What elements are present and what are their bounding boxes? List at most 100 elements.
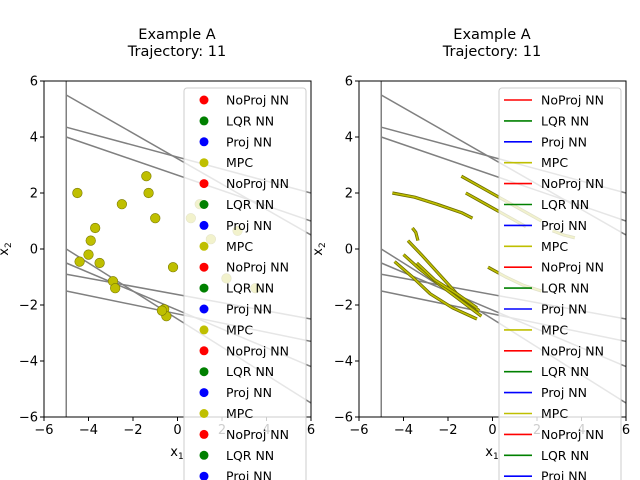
x-tick-label: −2: [438, 423, 457, 438]
trajectory-line: [394, 260, 478, 320]
legend-marker: [199, 388, 209, 398]
legend-label: LQR NN: [226, 364, 274, 379]
legend-label: MPC: [226, 155, 253, 170]
y-tick-label: 6: [30, 75, 38, 90]
legend-label: Proj NN: [541, 134, 587, 149]
legend-marker: [199, 158, 209, 168]
legend-marker: [199, 116, 209, 126]
y-tick-label: 0: [30, 243, 38, 258]
y-tick-label: 2: [345, 187, 353, 202]
scatter-point: [156, 305, 168, 316]
right-title-line2: Trajectory: 11: [442, 44, 541, 60]
legend-label: NoProj NN: [226, 427, 289, 442]
legend-label: LQR NN: [541, 197, 589, 212]
legend-marker: [199, 409, 209, 418]
left-ylabel: x2: [0, 242, 14, 255]
scatter-point: [143, 187, 154, 199]
legend-label: NoProj NN: [226, 343, 289, 358]
y-tick-label: −6: [19, 411, 38, 426]
legend-label: LQR NN: [226, 281, 274, 296]
x-tick-label: 6: [622, 423, 630, 438]
legend-marker: [199, 262, 209, 272]
y-tick-label: 0: [345, 243, 353, 258]
left-title-line2: Trajectory: 11: [127, 44, 226, 60]
legend-marker: [199, 471, 209, 480]
x-tick-label: 6: [307, 423, 315, 438]
legend-label: NoProj NN: [541, 427, 604, 442]
legend-marker: [199, 220, 209, 230]
y-tick-label: 4: [30, 131, 38, 146]
y-tick-label: −2: [19, 299, 38, 314]
legend-label: MPC: [541, 322, 568, 337]
y-tick-label: −4: [334, 355, 353, 370]
trajectory-line: [411, 227, 419, 241]
scatter-point: [85, 235, 96, 246]
right-title-line1: Example A: [453, 27, 531, 43]
legend-label: NoProj NN: [541, 93, 604, 108]
legend-label: Proj NN: [541, 302, 587, 317]
legend-marker: [199, 95, 209, 105]
legend-label: LQR NN: [541, 113, 589, 128]
left-legend: NoProj NN LQR NN Proj NN MPC NoProj NN LQR NN…: [183, 87, 307, 480]
legend-box: [498, 87, 622, 480]
legend-marker: [199, 450, 209, 460]
legend-label: Proj NN: [541, 218, 587, 233]
trajectory-line: [416, 262, 478, 309]
legend-label: LQR NN: [541, 448, 589, 463]
subplot-right: Example A Trajectory: 11 −6 −4 −2 0 2 4 6 −6 −4 −…: [311, 27, 630, 480]
scatter-point: [74, 256, 85, 267]
scatter-point: [110, 283, 121, 294]
legend-label: MPC: [541, 155, 568, 170]
legend-label: MPC: [226, 239, 253, 254]
legend-marker: [199, 304, 209, 314]
scatter-point: [72, 187, 83, 199]
trajectory-line-shadow: [392, 191, 474, 220]
y-tick-label: 2: [30, 187, 38, 202]
right-legend: NoProj NN LQR NN Proj NN MPC NoProj NN LQR NN…: [498, 87, 622, 480]
legend-marker: [199, 346, 209, 356]
legend-label: LQR NN: [226, 113, 274, 128]
legend-label: Proj NN: [226, 134, 272, 149]
scatter-point: [83, 249, 94, 260]
legend-label: Proj NN: [226, 302, 272, 317]
left-title-line1: Example A: [138, 27, 216, 43]
legend-marker: [199, 179, 209, 189]
right-ylabel: x2: [311, 242, 328, 255]
subplot-left: Example A Trajectory: 11 −6 −4 −2 0 2 4 6 −6 −4 −…: [0, 27, 315, 480]
scatter-point: [167, 262, 179, 273]
left-xlabel: x1: [170, 445, 183, 462]
legend-marker: [199, 429, 209, 439]
legend-label: NoProj NN: [541, 176, 604, 191]
legend-box: [183, 87, 307, 480]
legend-label: NoProj NN: [226, 176, 289, 191]
x-tick-label: 0: [488, 423, 496, 438]
scatter-point: [150, 213, 161, 224]
scatter-point: [116, 199, 127, 210]
x-tick-label: −6: [34, 423, 53, 438]
legend-marker: [199, 137, 209, 147]
legend-label: NoProj NN: [226, 93, 289, 108]
legend-label: Proj NN: [541, 385, 587, 400]
y-tick-label: −2: [334, 299, 353, 314]
legend-marker: [199, 200, 209, 209]
legend-label: NoProj NN: [541, 343, 604, 358]
legend-label: LQR NN: [541, 281, 589, 296]
legend-label: Proj NN: [226, 469, 272, 480]
legend-label: NoProj NN: [226, 260, 289, 275]
y-tick-label: 6: [345, 75, 353, 90]
y-tick-label: −6: [334, 411, 353, 426]
legend-label: LQR NN: [226, 197, 274, 212]
legend-marker: [199, 367, 209, 377]
scatter-point: [141, 171, 152, 182]
x-tick-label: −6: [349, 423, 368, 438]
legend-label: MPC: [541, 406, 568, 421]
legend-label: MPC: [226, 322, 253, 337]
legend-label: LQR NN: [541, 364, 589, 379]
legend-marker: [199, 241, 209, 251]
y-tick-label: −4: [19, 355, 38, 370]
x-tick-label: −2: [123, 423, 142, 438]
x-tick-label: −4: [394, 423, 413, 438]
y-tick-label: 4: [345, 131, 353, 146]
legend-label: Proj NN: [541, 469, 587, 480]
